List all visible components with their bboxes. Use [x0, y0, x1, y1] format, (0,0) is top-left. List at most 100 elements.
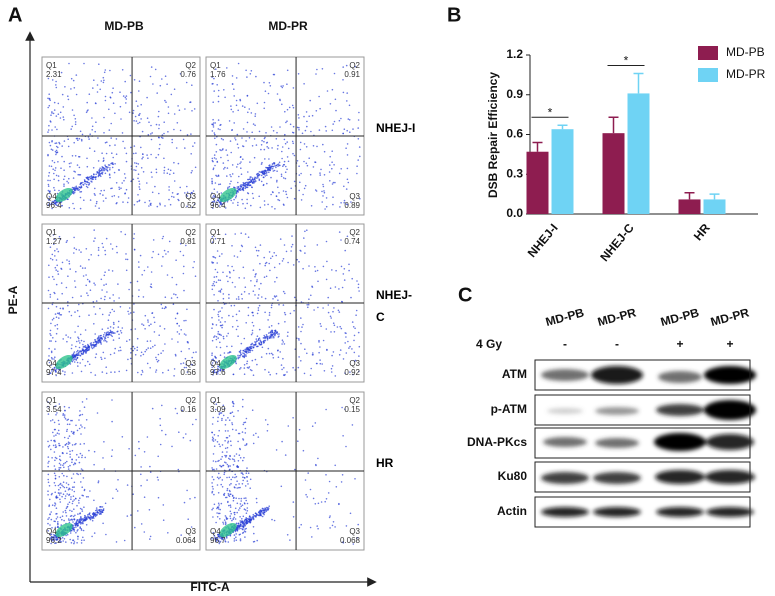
event-dot	[255, 249, 258, 252]
event-dot	[63, 373, 66, 376]
event-dot	[160, 136, 163, 139]
event-dot	[103, 79, 105, 82]
event-dot	[232, 402, 234, 405]
event-dot	[54, 503, 57, 505]
event-dot	[67, 182, 70, 184]
event-dot	[254, 274, 257, 276]
event-dot	[237, 147, 240, 149]
event-dot	[240, 293, 243, 296]
event-dot	[85, 398, 88, 400]
event-dot	[270, 168, 272, 170]
event-dot	[298, 117, 300, 119]
event-dot	[54, 169, 56, 172]
event-dot	[65, 482, 68, 484]
event-dot	[77, 519, 79, 521]
event-dot	[191, 110, 193, 112]
event-dot	[318, 351, 320, 354]
event-dot	[109, 144, 111, 147]
event-dot	[272, 166, 274, 168]
event-dot	[54, 542, 56, 545]
event-dot	[245, 355, 247, 358]
event-dot	[102, 351, 105, 354]
event-dot	[267, 347, 270, 350]
event-dot	[356, 172, 358, 175]
event-dot	[146, 436, 149, 438]
event-dot	[68, 487, 70, 490]
event-dot	[56, 151, 59, 153]
event-dot	[216, 84, 218, 86]
event-dot	[251, 178, 254, 181]
event-dot	[340, 265, 343, 268]
event-dot	[325, 278, 328, 281]
event-dot	[86, 177, 88, 179]
event-dot	[154, 68, 157, 71]
event-dot	[49, 513, 51, 515]
event-dot	[271, 330, 274, 332]
event-dot	[47, 189, 50, 192]
event-dot	[233, 496, 235, 499]
event-dot	[283, 374, 286, 377]
event-dot	[76, 429, 79, 432]
event-dot	[269, 85, 272, 87]
panel-label: B	[447, 4, 461, 26]
event-dot	[261, 515, 264, 518]
event-dot	[282, 190, 285, 192]
event-dot	[238, 454, 241, 457]
event-dot	[238, 483, 240, 485]
event-dot	[345, 336, 347, 338]
event-dot	[276, 93, 279, 95]
event-dot	[268, 311, 271, 314]
event-dot	[211, 201, 213, 204]
event-dot	[212, 160, 214, 163]
event-dot	[84, 267, 86, 269]
event-dot	[220, 192, 223, 194]
event-dot	[48, 104, 51, 107]
event-dot	[292, 366, 294, 369]
event-dot	[189, 101, 191, 104]
event-dot	[88, 363, 91, 366]
event-dot	[257, 511, 260, 513]
event-dot	[271, 333, 273, 335]
column-header: MD-PB	[104, 19, 144, 33]
event-dot	[99, 88, 101, 91]
event-dot	[350, 296, 352, 299]
event-dot	[243, 508, 246, 511]
event-dot	[54, 126, 56, 128]
event-dot	[52, 317, 55, 320]
event-dot	[241, 405, 244, 408]
significance-mark: *	[548, 105, 553, 119]
event-dot	[55, 316, 58, 319]
event-dot	[257, 339, 260, 342]
event-dot	[47, 401, 49, 403]
event-dot	[279, 238, 282, 240]
event-dot	[56, 128, 58, 131]
event-dot	[94, 340, 97, 343]
event-dot	[219, 289, 222, 292]
event-dot	[319, 362, 322, 365]
event-dot	[118, 349, 120, 352]
panel-label: C	[458, 284, 472, 306]
event-dot	[180, 362, 182, 365]
legend-label: MD-PR	[726, 67, 766, 81]
event-dot	[51, 504, 54, 507]
event-dot	[160, 352, 162, 355]
event-dot	[211, 467, 213, 469]
event-dot	[78, 461, 81, 464]
event-dot	[229, 504, 232, 507]
event-dot	[176, 122, 179, 124]
event-dot	[97, 254, 100, 257]
event-dot	[349, 345, 351, 348]
event-dot	[247, 178, 250, 181]
event-dot	[58, 540, 60, 543]
event-dot	[95, 343, 98, 346]
event-dot	[76, 361, 79, 364]
event-dot	[129, 74, 132, 77]
event-dot	[165, 101, 167, 103]
event-dot	[64, 509, 67, 512]
event-dot	[73, 141, 75, 144]
event-dot	[55, 269, 57, 271]
event-dot	[217, 460, 219, 463]
event-dot	[156, 476, 159, 479]
event-dot	[341, 406, 343, 409]
event-dot	[93, 463, 95, 466]
